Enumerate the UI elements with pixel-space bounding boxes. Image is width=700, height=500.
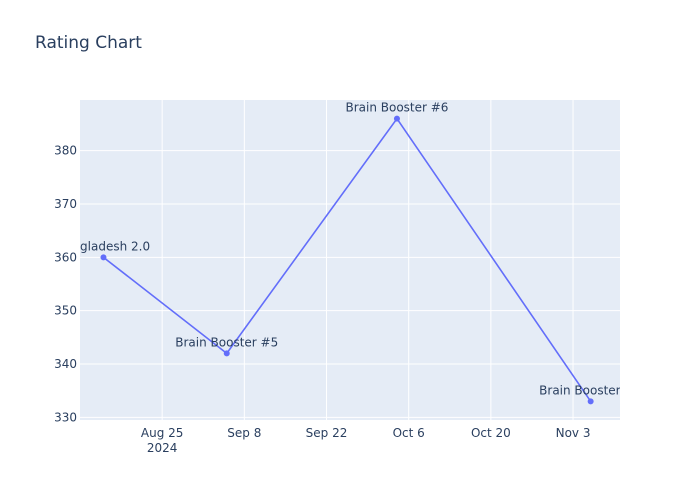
rating-line xyxy=(102,117,592,402)
y-tick-label: 370 xyxy=(54,197,77,211)
x-tick-label: Oct 6 xyxy=(393,426,425,440)
y-tick-label: 360 xyxy=(54,250,77,264)
data-point xyxy=(587,398,594,405)
y-axis-ticks: 330 340 350 360 370 380 xyxy=(54,144,77,425)
y-tick-label: 330 xyxy=(54,410,77,424)
x-tick-label: Sep 22 xyxy=(306,426,348,440)
plot-background xyxy=(80,100,620,420)
grid-lines xyxy=(80,100,620,420)
data-point xyxy=(223,350,230,357)
chart-title: Rating Chart xyxy=(35,33,142,53)
data-points xyxy=(100,115,594,405)
data-point xyxy=(100,254,107,261)
data-label: Brain Booster #5 xyxy=(175,335,278,349)
y-tick-label: 340 xyxy=(54,357,77,371)
data-label: Brain Booster #7 xyxy=(539,383,642,397)
data-label: Brain Booster #6 xyxy=(345,101,448,115)
data-point xyxy=(393,115,400,122)
y-tick-label: 350 xyxy=(54,304,77,318)
x-tick-label: Nov 3 xyxy=(556,426,591,440)
x-tick-sublabel: 2024 xyxy=(147,441,178,455)
data-label: Bangladesh 2.0 xyxy=(57,239,150,253)
x-tick-label: Oct 20 xyxy=(471,426,511,440)
x-tick-label: Aug 25 xyxy=(141,426,184,440)
x-tick-label: Sep 8 xyxy=(227,426,261,440)
y-tick-label: 380 xyxy=(54,144,77,158)
point-labels: Bangladesh 2.0 Brain Booster #5 Brain Boos… xyxy=(57,101,642,398)
